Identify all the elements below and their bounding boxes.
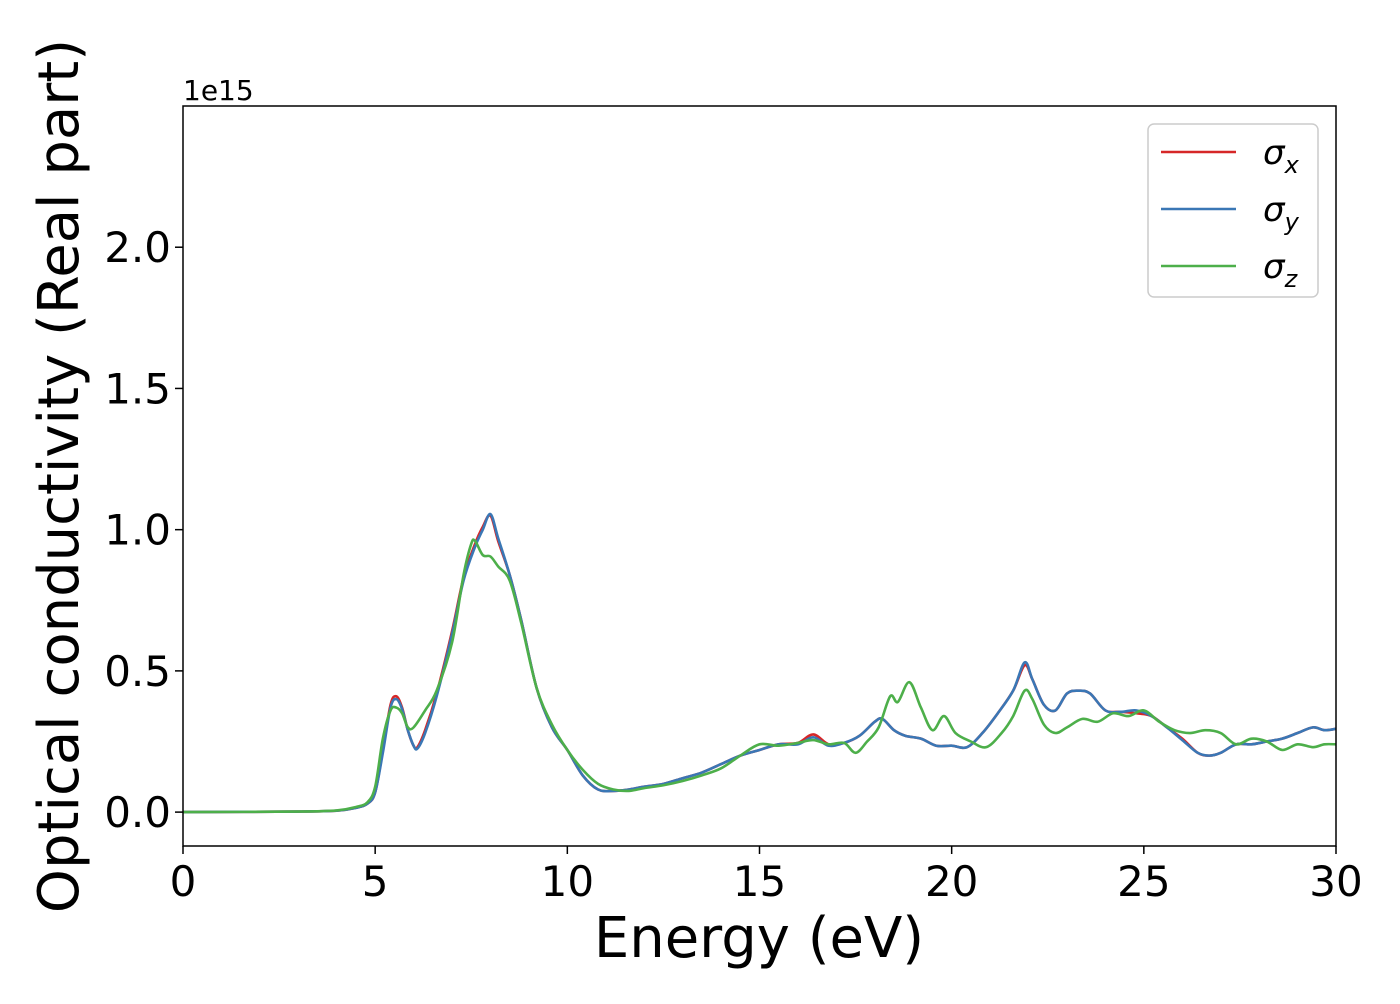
x-tick-label: 10 (541, 857, 594, 906)
y-tick-label: 2.0 (104, 223, 171, 272)
legend-label-x: σx (1263, 133, 1300, 179)
y-tick-label: 1.5 (104, 364, 171, 413)
x-tick-label: 30 (1309, 857, 1362, 906)
legend-label-z: σz (1263, 247, 1299, 293)
x-tick-label: 20 (925, 857, 978, 906)
y-axis-ticks: 0.0 0.5 1.0 1.5 2.0 (104, 223, 183, 837)
series-line-z (183, 538, 1336, 814)
legend-label-y: σy (1263, 190, 1300, 236)
legend-symbol: σ (1263, 190, 1286, 230)
y-axis-label: Optical conductivity (Real part) (27, 39, 92, 913)
legend-subscript: y (1284, 208, 1300, 236)
legend-subscript: x (1284, 151, 1300, 179)
x-tick-label: 0 (170, 857, 197, 906)
legend-box (1147, 123, 1319, 298)
legend-symbol: σ (1263, 247, 1286, 287)
series-line-x (183, 513, 1336, 814)
y-tick-label: 0.0 (104, 788, 171, 837)
x-tick-label: 5 (362, 857, 389, 906)
x-tick-label: 25 (1117, 857, 1170, 906)
x-axis-ticks: 0 5 10 15 20 25 30 (170, 846, 1363, 906)
y-offset-label: 1e15 (183, 74, 254, 107)
series-layer (183, 512, 1336, 814)
y-tick-label: 1.0 (104, 506, 171, 555)
x-tick-label: 15 (733, 857, 786, 906)
y-tick-label: 0.5 (104, 647, 171, 696)
series-line-y (183, 512, 1336, 814)
legend-subscript: z (1284, 265, 1299, 293)
x-axis-label: Energy (eV) (594, 906, 924, 971)
legend-symbol: σ (1263, 133, 1286, 173)
